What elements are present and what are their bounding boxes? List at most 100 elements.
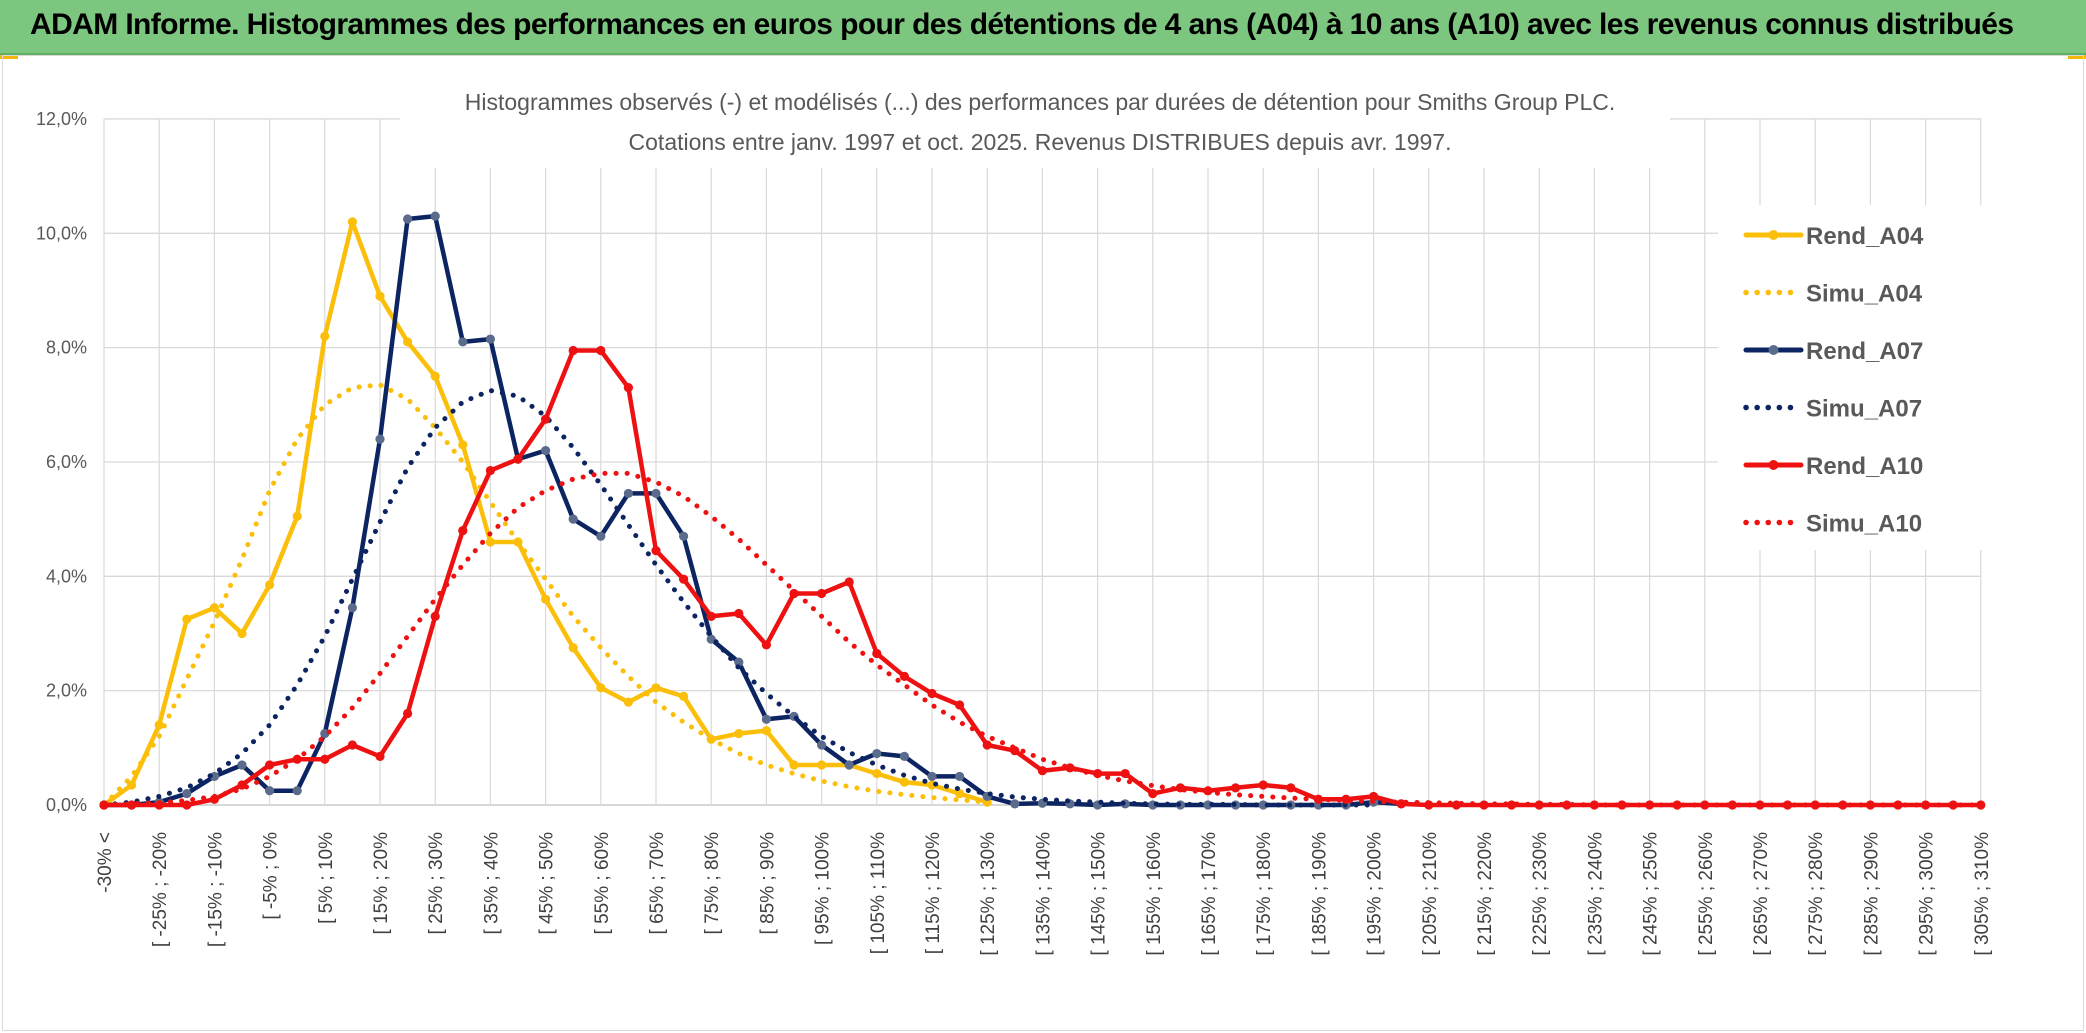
data-point xyxy=(265,760,275,770)
legend-label: Simu_A07 xyxy=(1806,396,1922,423)
x-tick-label: [ 265% ; 270% xyxy=(1751,832,1772,956)
data-point xyxy=(1783,800,1793,810)
data-point xyxy=(982,740,992,750)
data-point xyxy=(375,751,385,762)
y-tick-label: 4,0% xyxy=(46,566,87,586)
data-point xyxy=(596,683,606,693)
x-tick-label: [ 195% ; 200% xyxy=(1365,832,1386,956)
data-point xyxy=(789,760,799,770)
data-point xyxy=(1948,800,1958,810)
series-line xyxy=(101,470,1984,808)
report-title: ADAM Informe. Histogrammes des performan… xyxy=(30,8,2014,41)
data-point xyxy=(817,588,827,599)
x-tick-label: [ -25% ; -20% xyxy=(150,832,171,947)
data-point xyxy=(955,700,965,710)
data-point xyxy=(430,611,440,621)
x-tick-label: [ 5% ; 10% xyxy=(316,832,337,924)
x-tick-label: [ 235% ; 240% xyxy=(1585,832,1606,956)
x-tick-label: [ 185% ; 190% xyxy=(1309,832,1330,956)
report-banner: ADAM Informe. Histogrammes des performan… xyxy=(0,0,2086,55)
title-backdrop xyxy=(400,80,1670,168)
x-tick-label: [ 255% ; 260% xyxy=(1696,832,1717,956)
y-tick-label: 0,0% xyxy=(46,795,87,815)
x-tick-label: [ 95% ; 100% xyxy=(813,832,834,945)
x-tick-label: [ 165% ; 170% xyxy=(1199,832,1220,956)
data-point xyxy=(817,740,827,750)
x-tick-label: [ 135% ; 140% xyxy=(1033,832,1054,956)
data-point xyxy=(706,611,716,621)
x-tick-label: -30% < xyxy=(95,832,116,893)
data-point xyxy=(1893,800,1903,810)
x-tick-label: [ -15% ; -10% xyxy=(205,832,226,947)
chart-frame xyxy=(2,55,2084,1031)
data-point xyxy=(1231,783,1241,793)
data-point xyxy=(430,371,440,381)
x-tick-label: [ 155% ; 160% xyxy=(1144,832,1165,956)
data-point xyxy=(1507,800,1517,810)
data-point xyxy=(623,488,634,499)
x-tick-label: [ 145% ; 150% xyxy=(1089,832,1110,956)
data-point xyxy=(127,780,137,790)
data-point xyxy=(1286,783,1296,793)
data-point xyxy=(485,334,495,344)
x-tick-label: [ 85% ; 90% xyxy=(757,832,778,935)
chart-titles: Histogrammes observés (-) et modélisés (… xyxy=(400,80,1670,168)
data-point xyxy=(955,788,965,799)
data-point xyxy=(1010,799,1020,809)
x-tick-label: [ 15% ; 20% xyxy=(371,832,392,935)
data-point xyxy=(182,800,192,810)
data-point xyxy=(458,440,468,450)
x-tick-label: [ 55% ; 60% xyxy=(592,832,613,935)
data-point xyxy=(872,748,882,759)
y-tick-label: 10,0% xyxy=(36,223,87,243)
data-point xyxy=(734,608,744,619)
data-point xyxy=(1258,800,1268,810)
data-point xyxy=(403,708,413,719)
data-point xyxy=(568,345,578,356)
x-tick-label: [ 65% ; 70% xyxy=(647,832,668,935)
data-point xyxy=(1838,800,1848,810)
data-point xyxy=(458,337,468,347)
x-tick-label: [ 285% ; 290% xyxy=(1861,832,1882,956)
data-point xyxy=(1727,800,1737,810)
data-point xyxy=(679,691,689,701)
data-point xyxy=(844,760,854,770)
data-point xyxy=(541,414,551,424)
data-point xyxy=(872,768,882,779)
data-point xyxy=(347,740,357,750)
data-point xyxy=(430,211,440,221)
data-point xyxy=(568,643,578,653)
data-point xyxy=(485,537,495,547)
data-point xyxy=(237,628,247,639)
data-point xyxy=(817,760,827,770)
legend: Rend_A04 Simu_A04 Rend_A07 Simu_A07 Rend_A10… xyxy=(1718,205,1988,550)
data-point xyxy=(623,697,634,707)
legend-label: Simu_A10 xyxy=(1806,511,1922,538)
data-point xyxy=(541,445,551,456)
x-tick-label: [ 295% ; 300% xyxy=(1917,832,1938,956)
data-point xyxy=(899,751,910,762)
data-point xyxy=(1369,791,1379,802)
data-point xyxy=(1617,800,1627,810)
data-point xyxy=(127,800,137,810)
data-point xyxy=(375,291,385,301)
data-point xyxy=(1065,763,1075,773)
data-point xyxy=(347,603,357,613)
y-tick-label: 8,0% xyxy=(46,338,87,358)
x-tick-label: [ 25% ; 30% xyxy=(426,832,447,935)
x-tick-label: [ 215% ; 220% xyxy=(1475,832,1496,956)
series-simu-a07 xyxy=(101,388,1377,808)
data-point xyxy=(541,594,551,604)
data-point xyxy=(154,720,164,730)
chart-title: Histogrammes observés (-) et modélisés (… xyxy=(465,89,1616,115)
legend-label: Rend_A04 xyxy=(1806,223,1924,250)
series-rend-a07 xyxy=(99,211,1406,810)
data-point xyxy=(513,454,523,464)
data-point xyxy=(872,648,882,659)
data-point xyxy=(568,514,578,524)
data-point xyxy=(734,728,744,739)
data-point xyxy=(292,786,302,796)
data-point xyxy=(403,214,413,224)
data-point xyxy=(1976,800,1986,810)
